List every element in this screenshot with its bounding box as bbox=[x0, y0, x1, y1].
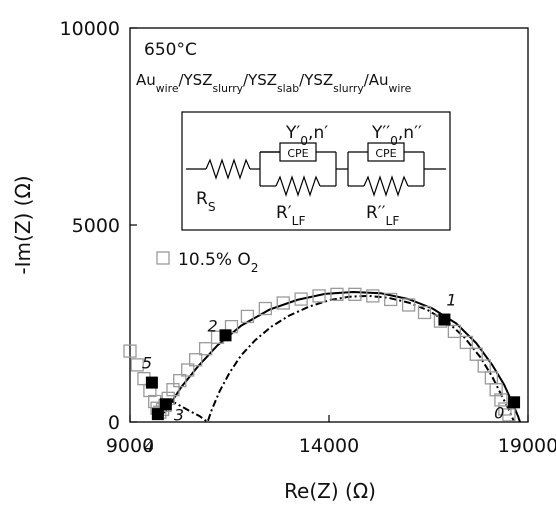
data-point bbox=[502, 408, 516, 422]
data-point bbox=[447, 324, 462, 339]
y-tick-label: 10000 bbox=[60, 18, 120, 40]
resistor-rs bbox=[205, 158, 251, 180]
text-part: 10.5% O bbox=[178, 250, 251, 270]
data-point bbox=[312, 289, 326, 303]
x-tick-label: 9000 bbox=[106, 435, 154, 457]
text-part: /YSZ bbox=[243, 71, 277, 89]
frequency-marker-label: 3 bbox=[174, 405, 184, 424]
frequency-marker-label: 4 bbox=[144, 437, 154, 456]
resistor-rlf2 bbox=[363, 175, 409, 197]
data-point bbox=[401, 298, 416, 312]
y-tick-label: 0 bbox=[108, 412, 120, 434]
text-part: ,n′ bbox=[308, 123, 328, 143]
rs-label: RS bbox=[196, 189, 216, 214]
data-point bbox=[130, 358, 144, 372]
text-part: 0 bbox=[390, 134, 398, 148]
text-part: 2 bbox=[251, 261, 259, 275]
equivalent-circuit: CPE CPE RS R′LF R′′LF Y′0,n′ Y′′0,n′′ bbox=[181, 111, 451, 231]
data-point bbox=[469, 347, 483, 361]
text-part: R bbox=[196, 189, 208, 209]
cpe1-box bbox=[279, 142, 317, 162]
frequency-marker-label: 0 bbox=[494, 403, 504, 422]
data-point bbox=[348, 287, 362, 301]
cell-config-label: Auwire/YSZslurry/YSZslab/YSZslurry/Auwir… bbox=[136, 71, 412, 95]
data-marks: 0 1 2 3 4 5 bbox=[123, 287, 521, 456]
rlf1-label: R′LF bbox=[276, 203, 306, 228]
text-part: LF bbox=[292, 214, 306, 228]
cpe2-box-text: CPE bbox=[375, 147, 396, 160]
data-point bbox=[366, 289, 380, 303]
frequency-marker bbox=[159, 398, 172, 411]
data-point bbox=[181, 363, 195, 377]
cpe1-box-text: CPE bbox=[287, 147, 308, 160]
text-part: Y′′ bbox=[371, 123, 390, 143]
data-point bbox=[173, 373, 187, 388]
text-part: slurry bbox=[333, 82, 364, 95]
text-part: R′ bbox=[276, 203, 292, 223]
frequency-marker-label: 1 bbox=[446, 291, 456, 310]
data-point bbox=[417, 305, 432, 320]
rlf2-label: R′′LF bbox=[366, 203, 399, 228]
data-point bbox=[189, 353, 203, 367]
data-point bbox=[489, 383, 503, 397]
text-part: wire bbox=[389, 82, 412, 95]
text-part: 0 bbox=[300, 134, 308, 148]
frequency-marker bbox=[438, 313, 451, 326]
fit-component-line bbox=[169, 294, 516, 424]
data-point bbox=[240, 309, 255, 324]
legend: 10.5% O2 bbox=[156, 250, 259, 275]
text-part: S bbox=[208, 200, 216, 214]
text-part: /YSZ bbox=[299, 71, 333, 89]
frequency-marker bbox=[508, 396, 521, 409]
text-part: /Au bbox=[364, 71, 389, 89]
cpe2-label: Y′′0,n′′ bbox=[371, 123, 422, 148]
x-axis-label: Re(Z) (Ω) bbox=[284, 479, 376, 503]
frequency-marker bbox=[151, 408, 164, 421]
data-point bbox=[459, 335, 473, 350]
text-part: R′′ bbox=[366, 203, 386, 223]
frequency-marker bbox=[145, 376, 158, 389]
data-point bbox=[258, 301, 272, 316]
text-part: /YSZ bbox=[178, 71, 212, 89]
frequency-marker-label: 2 bbox=[208, 316, 218, 335]
x-tick-label: 19000 bbox=[498, 435, 556, 457]
data-point bbox=[477, 359, 491, 373]
data-point bbox=[166, 383, 180, 397]
cpe1-label: Y′0,n′ bbox=[285, 123, 328, 148]
x-tick-label: 14000 bbox=[299, 435, 359, 457]
frequency-marker-label: 5 bbox=[142, 354, 152, 373]
cpe2-box bbox=[367, 142, 405, 162]
legend-marker bbox=[156, 251, 170, 265]
frequency-marker bbox=[219, 329, 232, 342]
data-point bbox=[198, 342, 213, 356]
data-point bbox=[123, 344, 137, 358]
text-part: Y′ bbox=[285, 123, 300, 143]
text-part: Au bbox=[136, 71, 156, 89]
text-part: LF bbox=[386, 214, 400, 228]
y-tick-label: 5000 bbox=[72, 215, 120, 237]
text-part: ,n′′ bbox=[398, 123, 422, 143]
data-point bbox=[330, 287, 344, 301]
data-point bbox=[384, 292, 398, 307]
y-axis-label: -Im(Z) (Ω) bbox=[11, 175, 35, 274]
resistor-rlf1 bbox=[275, 175, 321, 197]
circuit-box bbox=[181, 111, 451, 231]
fit-line bbox=[157, 290, 521, 423]
text-part: wire bbox=[156, 82, 179, 95]
temperature-label: 650°C bbox=[144, 40, 197, 60]
data-point bbox=[294, 292, 308, 306]
text-part: slurry bbox=[212, 82, 243, 95]
text-part: slab bbox=[277, 82, 299, 95]
data-point bbox=[276, 296, 290, 310]
data-point bbox=[494, 393, 508, 407]
legend-label: 10.5% O2 bbox=[178, 250, 259, 275]
